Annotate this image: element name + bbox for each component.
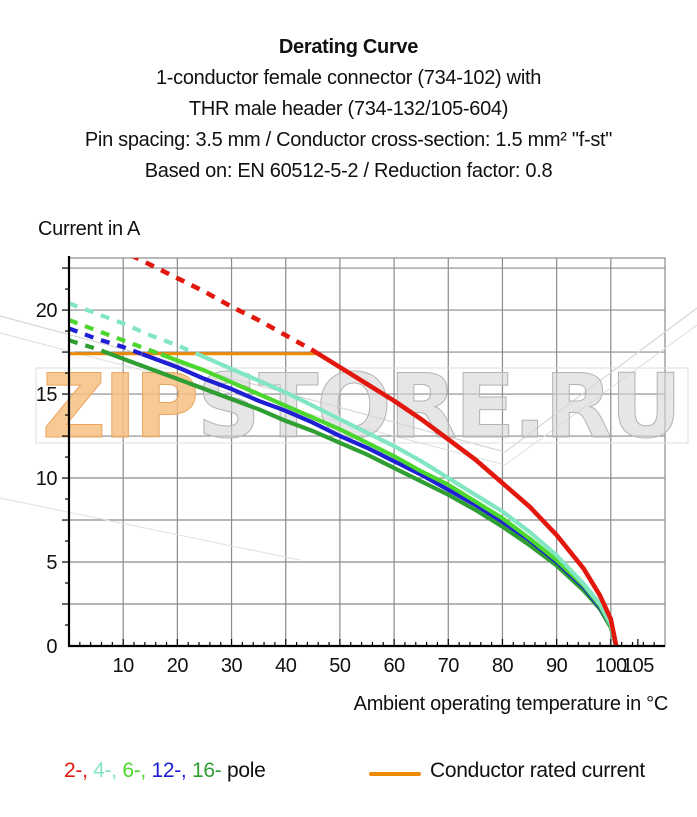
y-tick-label: 15 xyxy=(36,384,58,406)
watermark-chevron-line xyxy=(0,307,697,453)
rated-current-swatch xyxy=(369,772,421,776)
watermark-frame xyxy=(35,367,689,444)
y-tick-label: 20 xyxy=(36,300,58,322)
curve-4-pole-dashed xyxy=(69,301,198,356)
x-tick-label: 90 xyxy=(546,655,568,677)
y-tick-label: 10 xyxy=(36,468,58,490)
chart-title: Derating Curve xyxy=(278,36,419,58)
curve-2-pole xyxy=(314,350,619,646)
title-block: Derating Curve 1-conductor female connec… xyxy=(0,32,697,187)
legend-item-6-pole: 6-, xyxy=(122,759,152,782)
subtitle-pin-spacing: Pin spacing: 3.5 mm / Conductor cross-se… xyxy=(84,129,613,151)
derating-curves xyxy=(69,258,619,646)
y-tick-label: 5 xyxy=(46,552,57,574)
x-tick-label: 105 xyxy=(622,655,654,677)
legend-pole-suffix: pole xyxy=(227,759,266,782)
legend-pole-list: 2-, 4-, 6-, 12-, 16- pole xyxy=(64,759,266,783)
subtitle-connector: 1-conductor female connector (734-102) w… xyxy=(155,67,542,89)
curve-6-pole-dashed xyxy=(69,318,162,357)
curve-16-pole xyxy=(108,351,619,646)
x-axis-label: Ambient operating temperature in °C xyxy=(353,693,669,715)
subtitle-standard: Based on: EN 60512-5-2 / Reduction facto… xyxy=(144,160,553,182)
curve-16-pole-dashed xyxy=(69,338,111,356)
x-tick-label: 100 xyxy=(595,655,627,677)
x-tick-label: 40 xyxy=(275,655,297,677)
axes xyxy=(62,256,665,648)
y-tick-label: 0 xyxy=(46,636,57,658)
x-tick-label: 50 xyxy=(329,655,351,677)
subtitle-header: THR male header (734-132/105-604) xyxy=(188,98,509,120)
x-tick-label: 20 xyxy=(167,655,189,677)
y-axis-label: Current in A xyxy=(38,218,141,240)
legend-item-4-pole: 4-, xyxy=(93,759,123,782)
x-tick-label: 70 xyxy=(438,655,460,677)
legend-item-2-pole: 2-, xyxy=(64,759,94,782)
legend-item-16-pole: 16- xyxy=(192,759,227,782)
x-tick-label: 60 xyxy=(383,655,405,677)
legend-item-12-pole: 12-, xyxy=(151,759,192,782)
watermark-text-orange: ZIP xyxy=(42,355,197,458)
watermark-chevron-line xyxy=(0,497,301,561)
x-tick-label: 30 xyxy=(221,655,243,677)
curve-4-pole xyxy=(195,351,619,646)
x-tick-label: 80 xyxy=(492,655,514,677)
watermark-text: ZIPSTORE.RU xyxy=(42,355,680,458)
x-tick-label: 10 xyxy=(113,655,135,677)
rated-current-label: Conductor rated current xyxy=(430,759,645,782)
